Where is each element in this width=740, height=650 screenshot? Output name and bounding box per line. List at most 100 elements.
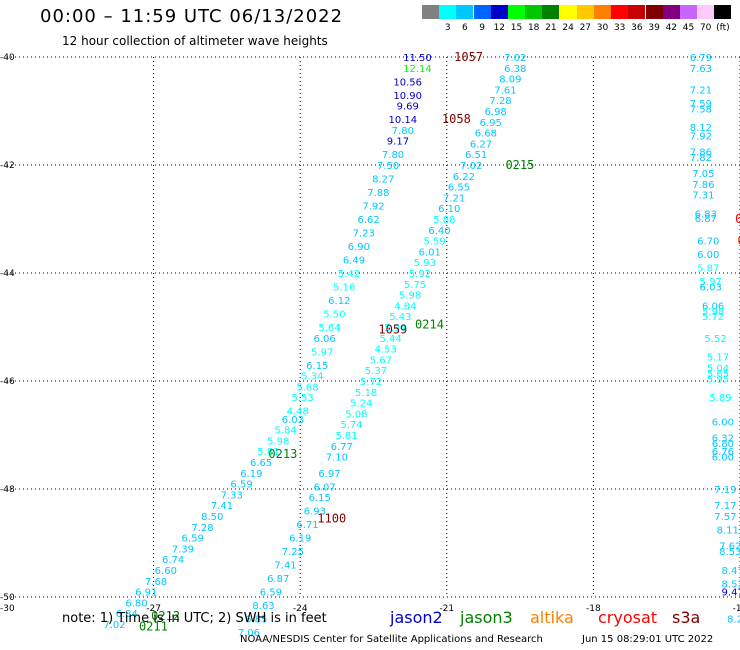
wave-height-label: 6.59 [230, 480, 252, 491]
wave-height-label: 7.59 [690, 99, 712, 110]
wave-height-label: 5.17 [707, 353, 729, 364]
wave-height-label: 6.62 [357, 215, 379, 226]
x-tick-label: -18 [586, 604, 601, 614]
footer-timestamp: Jun 15 08:29:01 UTC 2022 [582, 634, 714, 645]
scale-label: 42 [665, 23, 678, 33]
wave-height-label: 6.27 [470, 139, 492, 150]
wave-height-label: 8.27 [372, 175, 394, 186]
wave-height-label: 5.43 [389, 312, 411, 323]
pass-time-label: 0215 [505, 158, 534, 172]
chart-subtitle: 12 hour collection of altimeter wave hei… [62, 34, 328, 48]
wave-height-label: 4.53 [375, 345, 397, 356]
wave-height-label: 7.10 [326, 453, 348, 464]
pass-time-label: 1100 [317, 512, 346, 526]
scale-label: 30 [596, 23, 609, 33]
wave-height-label: 6.15 [309, 493, 331, 504]
wave-height-label: 8.09 [499, 75, 521, 86]
x-tick-label: -24 [293, 604, 308, 614]
scale-swatch [559, 5, 577, 19]
wave-height-label: 5.65 [707, 369, 729, 380]
wave-height-label: 7.06 [238, 628, 260, 639]
wave-height-label: 6.32 [712, 434, 734, 445]
wave-height-label: 5.16 [333, 283, 355, 294]
wave-height-label: 6.38 [504, 64, 526, 75]
scale-swatch [490, 5, 508, 19]
wave-height-label: 9.47 [722, 588, 740, 599]
wave-height-label: 9.17 [387, 137, 409, 148]
wave-height-label: 5.08 [345, 409, 367, 420]
wave-height-label: 7.41 [274, 561, 296, 572]
footer-credit: NOAA/NESDIS Center for Satellite Applica… [240, 634, 543, 645]
wave-height-label: 6.97 [318, 469, 340, 480]
wave-height-label: 10.90 [393, 91, 422, 102]
wave-height-label: 6.06 [314, 334, 336, 345]
scale-label: 45 [682, 23, 695, 33]
wave-height-label: 6.95 [480, 118, 502, 129]
pass-time-label: 1057 [454, 50, 483, 64]
wave-height-label: 7.19 [714, 485, 736, 496]
wave-height-label: 7.58 [690, 104, 712, 115]
wave-height-label: 7.02 [504, 53, 526, 64]
wave-height-label: 6.40 [428, 226, 450, 237]
wave-height-label: 7.50 [377, 161, 399, 172]
footer-note: note: 1) Time is in UTC; 2) SWH is in fe… [62, 611, 327, 626]
wave-height-label: 6.87 [267, 574, 289, 585]
wave-height-label: 6.03 [700, 283, 722, 294]
wave-height-label: 6.19 [289, 534, 311, 545]
satellite-cryosat: cryosat [598, 608, 658, 627]
wave-height-label: 5.72 [702, 312, 724, 323]
wave-height-label: 6.93 [304, 507, 326, 518]
wave-height-label: 4.84 [394, 301, 416, 312]
wave-height-label: 6.90 [348, 242, 370, 253]
wave-height-label: 6.22 [453, 172, 475, 183]
scale-label: (ft) [716, 23, 730, 33]
wave-height-label: 5.95 [707, 374, 729, 385]
y-tick-label: -44 [0, 269, 15, 279]
wave-height-label: 5.74 [340, 420, 362, 431]
wave-height-label: 7.82 [690, 153, 712, 164]
wave-height-label: 5.67 [370, 355, 392, 366]
wave-height-label: 7.63 [690, 64, 712, 75]
scale-label: 36 [631, 23, 643, 33]
y-tick-label: -50 [0, 593, 15, 603]
wave-height-label: 5.87 [697, 264, 719, 275]
wave-height-label: 5.84 [274, 426, 296, 437]
wave-height-label: 6.59 [182, 534, 204, 545]
wave-height-label: 5.97 [311, 347, 333, 358]
scale-swatch [662, 5, 680, 19]
wave-height-label: 6.10 [438, 204, 460, 215]
scale-label: 24 [562, 23, 574, 33]
y-corner-label: -30 [0, 604, 15, 614]
wave-height-label: 7.31 [692, 191, 714, 202]
wave-height-label: 10.14 [388, 115, 417, 126]
wave-height-label: 6.00 [712, 418, 734, 429]
wave-height-label: 8.63 [252, 601, 274, 612]
wave-height-label: 5.42 [338, 269, 360, 280]
wave-height-label: 5.59 [423, 237, 445, 248]
wave-height-label: 6.68 [475, 129, 497, 140]
wave-height-label: 10.56 [393, 77, 422, 88]
scale-swatch [439, 5, 457, 19]
y-tick-label: -46 [0, 377, 15, 387]
wave-height-label: 5.72 [360, 377, 382, 388]
wave-height-label: 6.76 [712, 447, 734, 458]
scale-label: 15 [510, 23, 523, 33]
wave-height-label: 5.98 [267, 436, 289, 447]
wave-height-label: 6.83 [695, 210, 717, 221]
pass-time-label: 1059 [378, 323, 407, 337]
wave-height-label: 7.17 [714, 501, 736, 512]
wave-height-label: 6.84 [116, 609, 138, 620]
wave-height-label: 6.71 [296, 520, 318, 531]
scale-label: 27 [579, 23, 592, 33]
wave-height-label: 5.97 [700, 277, 722, 288]
wave-height-label: 5.50 [323, 310, 345, 321]
wave-height-label: 5.52 [704, 334, 726, 345]
wave-height-label: 5.04 [707, 364, 729, 375]
scale-label: 21 [545, 23, 557, 33]
pass-time-label: 0239 [738, 234, 740, 248]
wave-height-label: 6.60 [155, 566, 177, 577]
pass-time-label: 0214 [415, 317, 444, 331]
wave-height-label: 7.21 [443, 193, 465, 204]
scale-swatch [714, 5, 732, 19]
satellite-s3a: s3a [672, 608, 701, 627]
